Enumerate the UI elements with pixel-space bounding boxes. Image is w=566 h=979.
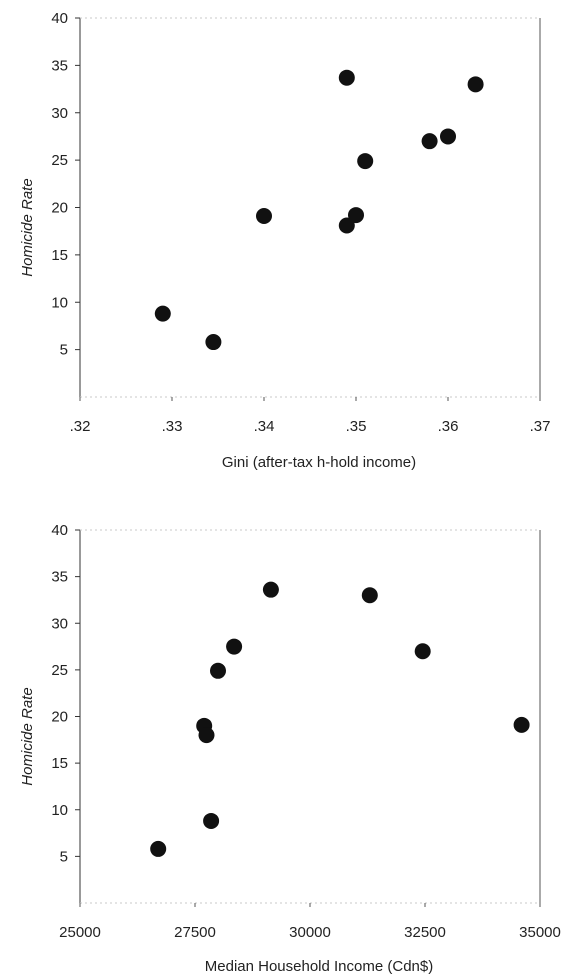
x-tick-label: .36 [438, 418, 459, 435]
data-point [256, 208, 272, 225]
data-point [198, 727, 215, 744]
y-tick-label: 15 [51, 755, 68, 772]
y-tick-label: 25 [51, 662, 68, 679]
data-point [338, 69, 355, 86]
x-tick-label: 25000 [59, 924, 101, 941]
y-tick-label: 5 [60, 848, 68, 865]
data-point [203, 812, 220, 829]
x-tick-label: 32500 [404, 924, 446, 941]
y-tick-label: 20 [51, 709, 68, 726]
y-tick-label: 30 [51, 105, 68, 122]
y-tick-label: 40 [51, 10, 68, 27]
x-tick-label: .34 [254, 418, 275, 435]
y-tick-label: 15 [51, 247, 68, 264]
y-tick-label: 40 [51, 522, 68, 539]
x-tick-label: .35 [346, 418, 367, 435]
y-axis-title: Homicide Rate [19, 178, 36, 276]
data-point [348, 207, 364, 224]
data-point [154, 305, 171, 322]
y-axis-title: Homicide Rate [19, 687, 36, 785]
data-point [150, 840, 167, 857]
y-tick-label: 25 [51, 152, 68, 169]
data-point [357, 153, 374, 170]
chart-income-vs-homicide: 5 10 15 20 25 30 35 40 25000 27500 30000 32500 35000… [19, 522, 561, 975]
data-point [205, 334, 222, 351]
y-tick-label: 10 [51, 294, 68, 311]
x-tick-label: .33 [162, 418, 183, 435]
y-tick-label: 20 [51, 200, 68, 217]
y-tick-label: 5 [60, 342, 68, 359]
y-tick-label: 35 [51, 569, 68, 586]
y-tick-label: 35 [51, 57, 68, 74]
data-point [338, 217, 355, 234]
x-axis-title: Gini (after-tax h-hold income) [222, 454, 416, 471]
data-point [440, 128, 456, 145]
y-tick-label: 30 [51, 615, 68, 632]
x-tick-label: .37 [530, 418, 551, 435]
data-point [467, 76, 484, 93]
x-tick-label: 35000 [519, 924, 561, 941]
data-point [414, 643, 431, 660]
data-point [513, 716, 530, 733]
data-point [262, 581, 279, 598]
x-tick-label: 30000 [289, 924, 331, 941]
x-tick-label: 27500 [174, 924, 216, 941]
y-tick-label: 10 [51, 802, 68, 819]
data-point [361, 587, 378, 604]
data-point [226, 638, 243, 655]
x-axis-title: Median Household Income (Cdn$) [205, 958, 433, 975]
data-point [210, 662, 226, 679]
chart-gini-vs-homicide: 5 10 15 20 25 30 35 40 .32 .33 .34 .35 .36 .37 Gini (a… [19, 10, 550, 471]
data-point [421, 133, 438, 150]
x-tick-label: .32 [70, 418, 91, 435]
